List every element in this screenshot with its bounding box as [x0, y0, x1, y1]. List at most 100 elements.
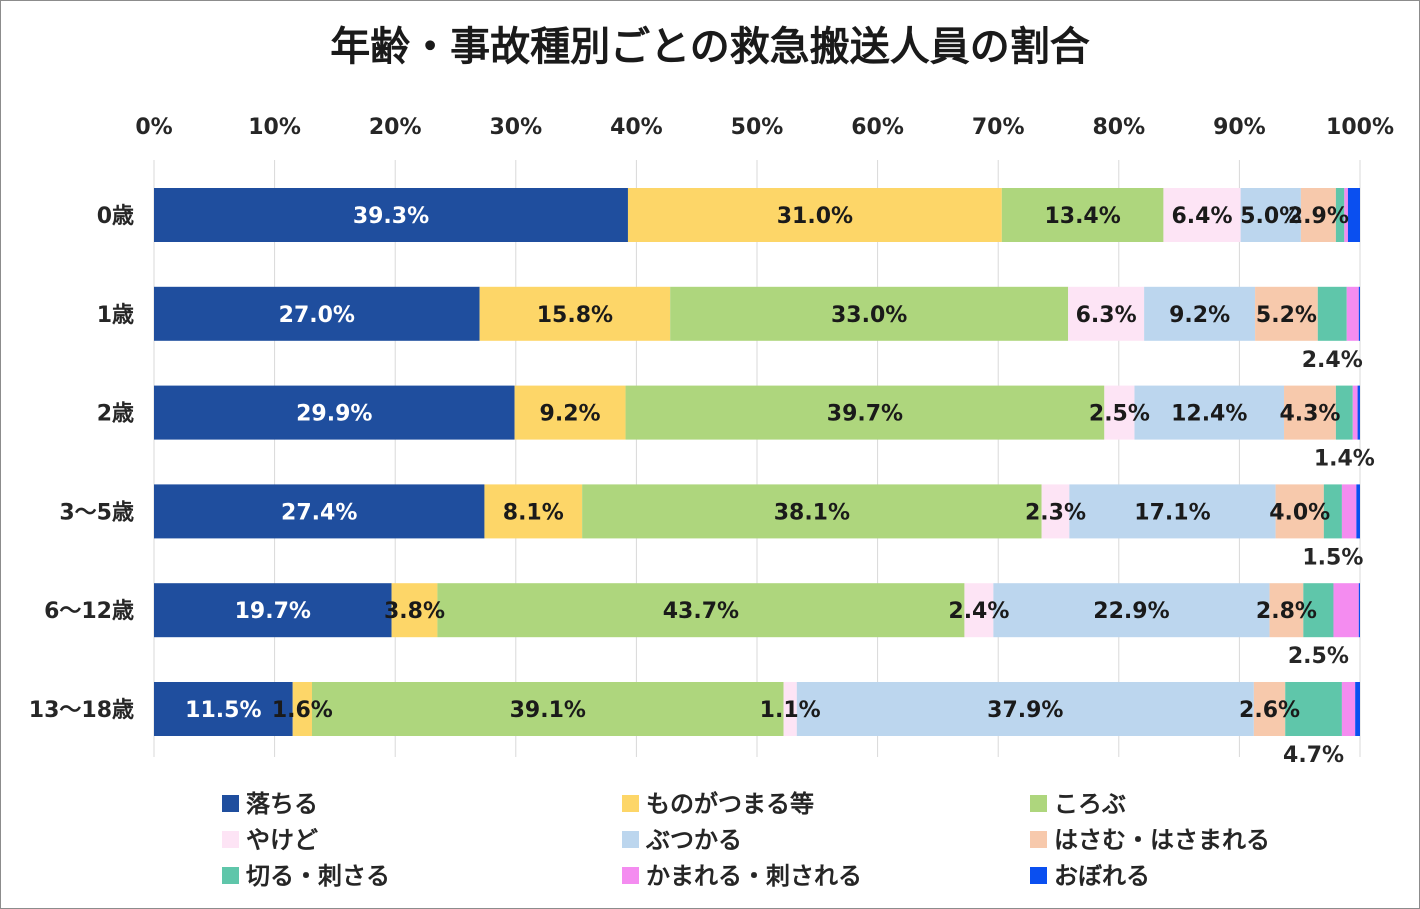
bar-segment: [479, 286, 671, 341]
legend-swatch: [222, 831, 239, 848]
legend-swatch: [622, 867, 639, 884]
legend-swatch: [1030, 795, 1047, 812]
data-label: 1.4%: [1314, 447, 1375, 472]
legend-swatch: [1030, 831, 1047, 848]
bar-segment: [1341, 682, 1356, 736]
data-label: 39.3%: [353, 204, 429, 229]
bar-segment: [1144, 286, 1256, 341]
data-label: 4.0%: [1269, 500, 1330, 525]
category-label: 2歳: [97, 402, 134, 427]
data-label: 9.2%: [540, 402, 601, 427]
chart-title: 年齢・事故種別ごとの救急搬送人員の割合: [330, 24, 1090, 70]
legend-swatch: [222, 795, 239, 812]
bar-segment: [154, 583, 392, 638]
bar-segment: [154, 484, 485, 539]
bar-segment: [1068, 286, 1145, 341]
data-label: 2.6%: [1239, 698, 1300, 723]
data-label: 31.0%: [777, 204, 853, 229]
legend-swatch: [222, 867, 239, 884]
bar-segment: [154, 385, 515, 440]
x-axis-ticks: 0% 10% 20% 30% 40% 50% 60% 70% 80% 90% 100%: [135, 115, 1394, 140]
bar-segment: [391, 583, 438, 638]
bar-segment: [1275, 484, 1324, 539]
data-label: 2.8%: [1256, 599, 1317, 624]
category-label: 3〜5歳: [59, 500, 134, 525]
category-labels: 0歳 1歳 2歳 3〜5歳 6〜12歳 13〜18歳: [29, 204, 134, 723]
data-labels: 39.3% 31.0% 13.4% 6.4% 5.0%2.9% 27.0% 15.8% 33.…: [185, 204, 1375, 768]
bar-segment: [627, 188, 1002, 242]
data-label: 4.7%: [1283, 743, 1344, 768]
data-label: 6.4%: [1172, 204, 1233, 229]
x-tick-label: 0%: [135, 115, 172, 140]
data-label: 12.4%: [1171, 402, 1247, 427]
data-label: 13.4%: [1044, 204, 1120, 229]
legend-label: ものがつまる等: [646, 790, 814, 818]
data-label: 2.3%: [1025, 500, 1086, 525]
data-label: 27.4%: [281, 500, 357, 525]
legend-label: はさむ・はさまれる: [1054, 826, 1270, 854]
bars: [154, 188, 1360, 736]
bar-segment: [1255, 286, 1318, 341]
bar-segment: [484, 484, 583, 539]
gridlines: [153, 160, 1361, 757]
bar-segment: [1300, 188, 1336, 242]
bar-segment: [1253, 682, 1286, 736]
bar-segment: [154, 286, 480, 341]
data-label: 29.9%: [296, 402, 372, 427]
x-tick-label: 40%: [610, 115, 663, 140]
bar-segment: [1069, 484, 1276, 539]
data-label: 2.4%: [948, 599, 1009, 624]
data-label: 43.7%: [663, 599, 739, 624]
legend-swatch: [622, 795, 639, 812]
bar-segment: [1344, 188, 1348, 242]
bar-segment: [582, 484, 1042, 539]
data-label: 11.5%: [185, 698, 261, 723]
x-tick-label: 70%: [972, 115, 1025, 140]
bar-segment: [1335, 188, 1345, 242]
bar-segment: [1357, 385, 1360, 440]
bar-segment: [1001, 188, 1164, 242]
data-label: 1.1%: [760, 698, 821, 723]
bar-segment: [1240, 188, 1301, 242]
bar-segment: [1317, 286, 1347, 341]
data-label: 22.9%: [1093, 599, 1169, 624]
bar-segment: [154, 188, 628, 242]
data-label: 5.2%: [1256, 303, 1317, 328]
bar-segment: [670, 286, 1069, 341]
bar-segment: [625, 385, 1105, 440]
data-label: 9.2%: [1169, 303, 1230, 328]
bar-segment: [514, 385, 626, 440]
bar-segment: [1347, 188, 1360, 242]
bar-segment: [1356, 484, 1360, 539]
legend-label: 切る・刺さる: [246, 862, 390, 890]
bar-segment: [1284, 385, 1336, 440]
x-tick-label: 30%: [489, 115, 542, 140]
bar-segment: [1358, 583, 1360, 638]
data-label: 1.5%: [1302, 545, 1363, 570]
data-label: 2.9%: [1288, 204, 1349, 229]
bar-segment: [292, 682, 312, 736]
bar-segment: [1355, 682, 1360, 736]
bar-segment: [1358, 286, 1360, 341]
legend-label: 落ちる: [246, 790, 318, 818]
data-label: 1.6%: [272, 698, 333, 723]
bar-segment: [1041, 484, 1070, 539]
data-label: 27.0%: [279, 303, 355, 328]
bar-segment: [1104, 385, 1135, 440]
x-tick-label: 50%: [731, 115, 784, 140]
x-tick-label: 80%: [1092, 115, 1145, 140]
bar-segment: [311, 682, 784, 736]
x-tick-label: 20%: [369, 115, 422, 140]
data-label: 33.0%: [831, 303, 907, 328]
bar-segment: [1335, 385, 1353, 440]
legend-label: かまれる・刺される: [646, 862, 862, 890]
data-label: 2.5%: [1288, 644, 1349, 669]
bar-segment: [1323, 484, 1342, 539]
legend-label: やけど: [246, 826, 318, 854]
legend-swatch: [1030, 867, 1047, 884]
data-label: 2.5%: [1089, 402, 1150, 427]
category-label: 1歳: [97, 303, 134, 328]
legend-label: ころぶ: [1054, 790, 1126, 818]
